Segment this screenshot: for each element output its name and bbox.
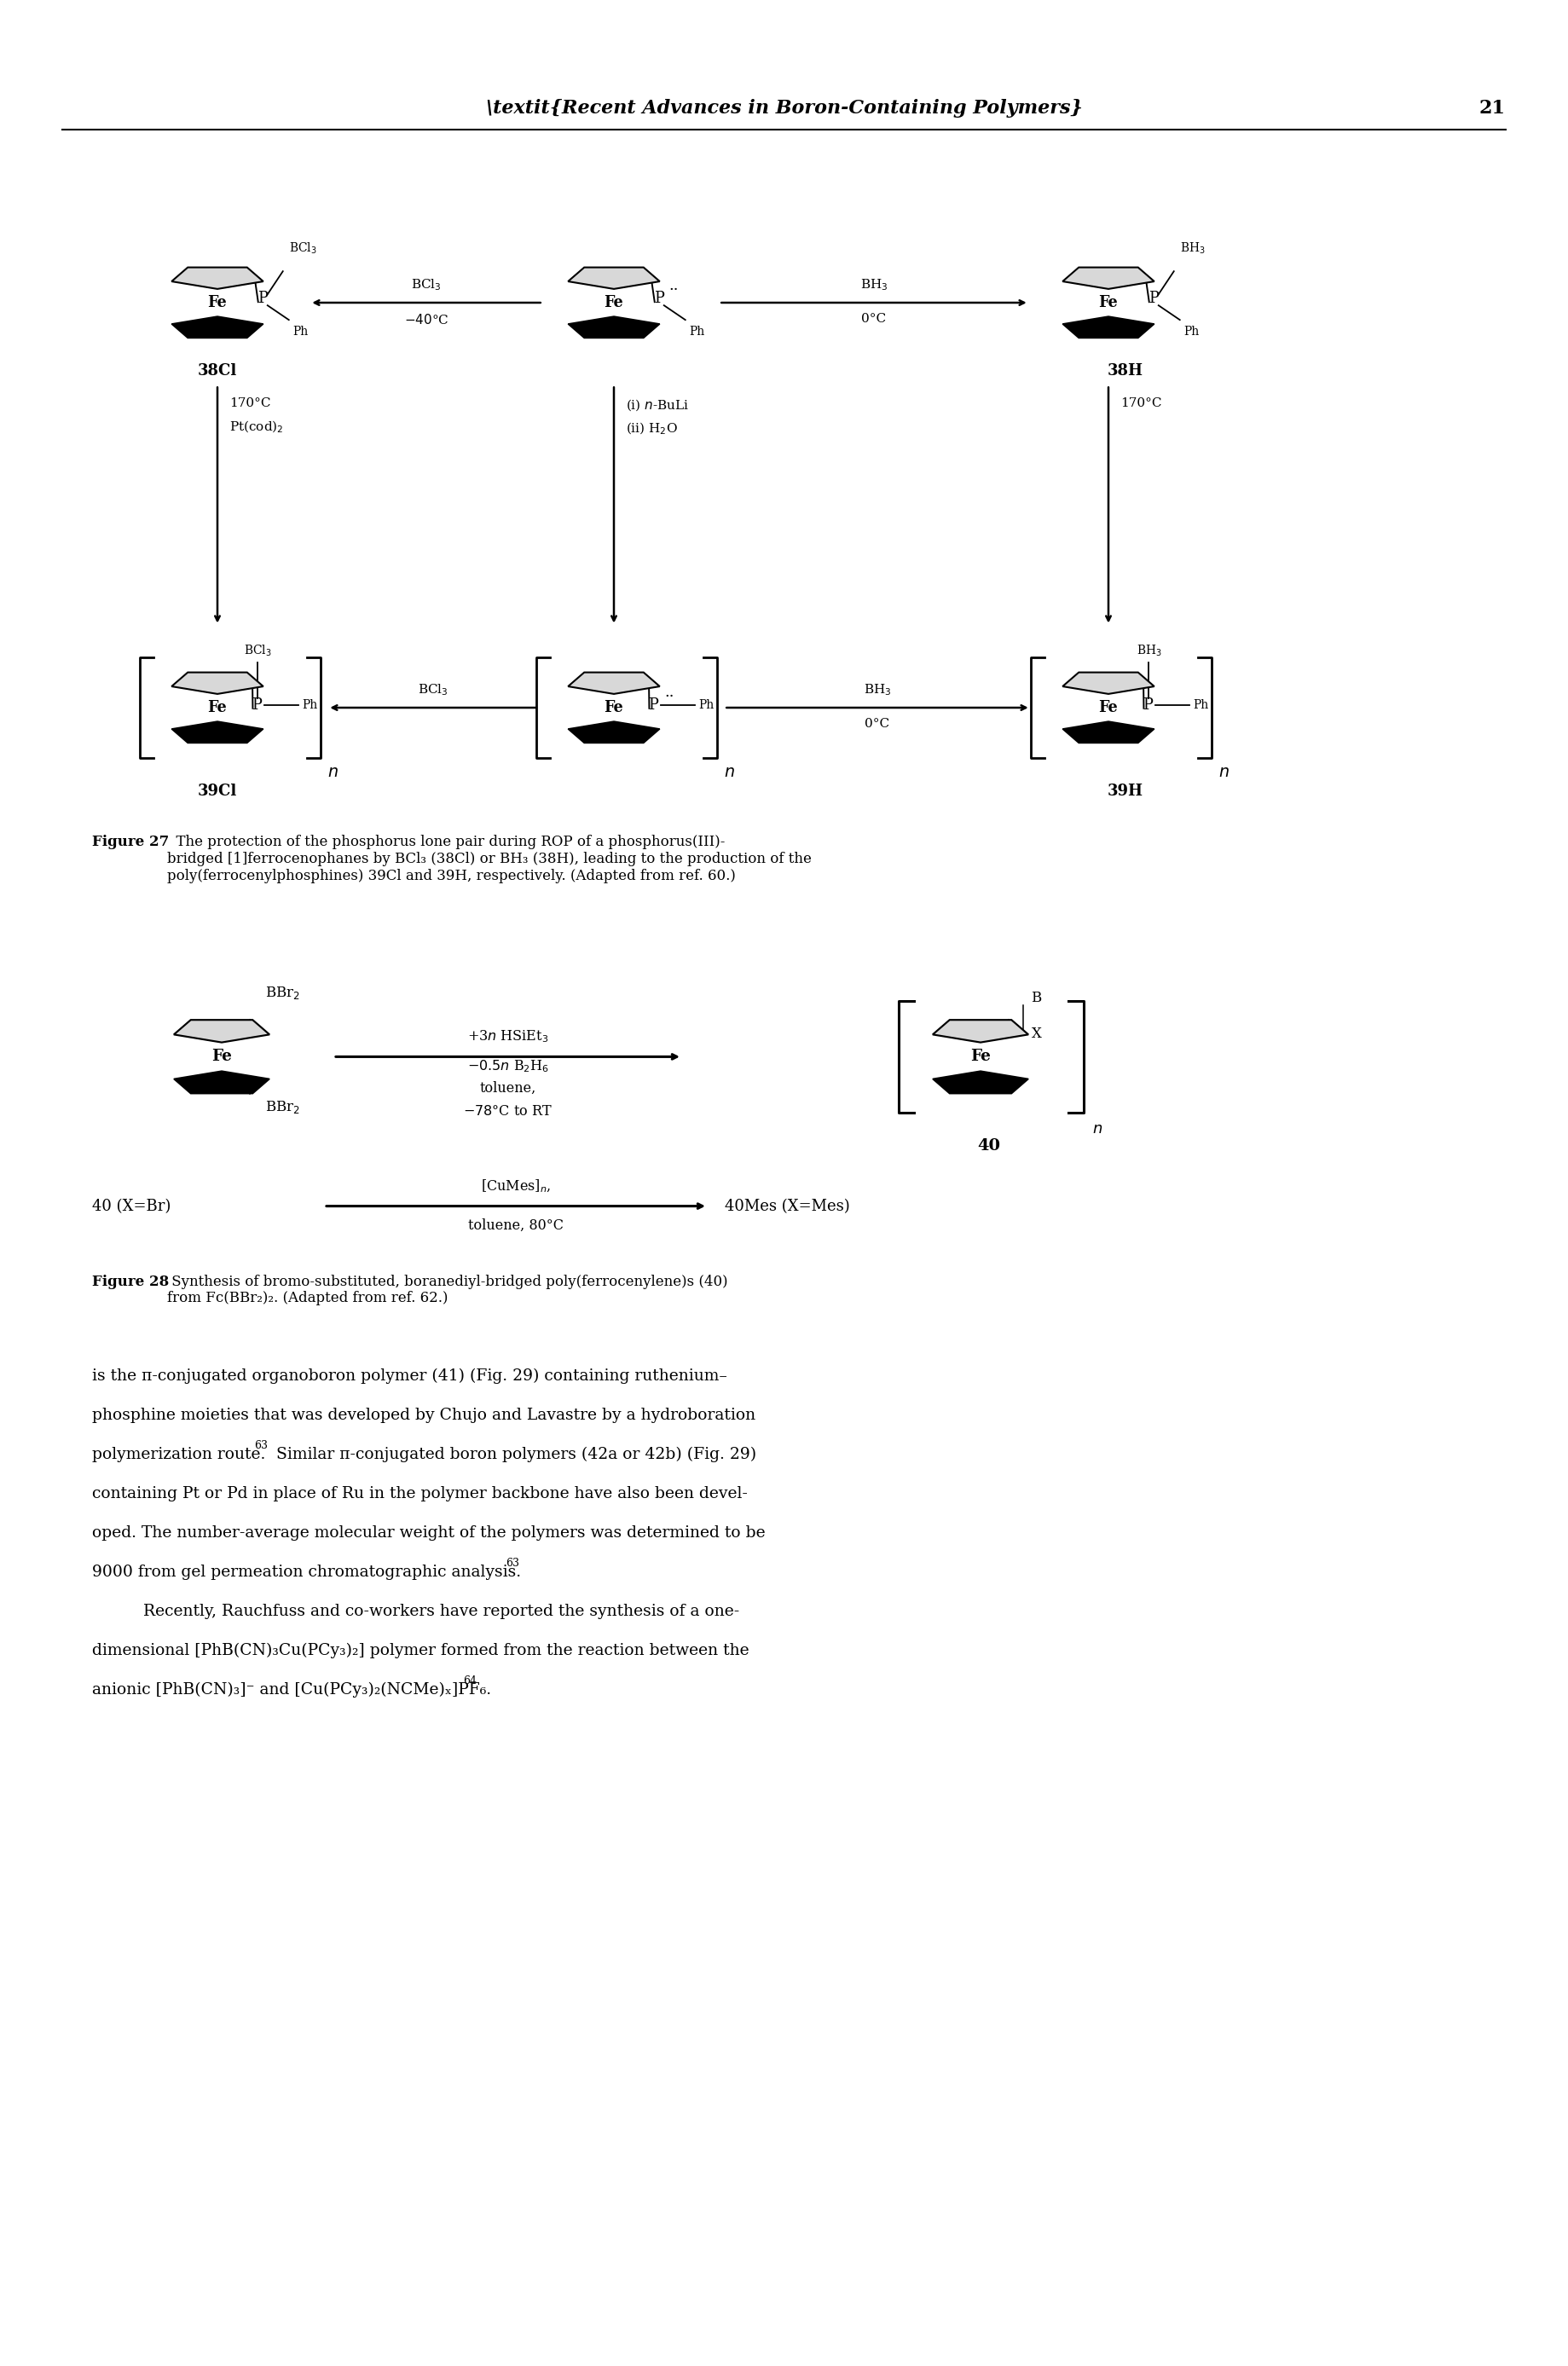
Polygon shape [568,317,660,338]
Text: (ii) H$_2$O: (ii) H$_2$O [626,421,677,435]
Text: +3$n$ HSiEt$_3$: +3$n$ HSiEt$_3$ [467,1029,549,1046]
Text: dimensional [PhB(CN)₃Cu(PCy₃)₂] polymer formed from the reaction between the: dimensional [PhB(CN)₃Cu(PCy₃)₂] polymer … [93,1642,750,1659]
Text: 38Cl: 38Cl [198,364,237,379]
Text: Fe: Fe [604,296,624,310]
Text: containing Pt or Pd in place of Ru in the polymer backbone have also been devel-: containing Pt or Pd in place of Ru in th… [93,1486,748,1500]
Text: 0°C: 0°C [866,717,889,729]
Text: $n$: $n$ [1218,764,1229,781]
Text: P: P [252,698,263,712]
Text: $n$: $n$ [328,764,339,781]
Text: BBr$_2$: BBr$_2$ [265,1100,299,1114]
Text: Fe: Fe [207,296,227,310]
Text: ··: ·· [668,282,679,298]
Text: Similar π-conjugated boron polymers (42a or 42b) (Fig. 29): Similar π-conjugated boron polymers (42a… [271,1446,756,1462]
Text: $-40$°C: $-40$°C [405,312,448,327]
Text: 40Mes (X=Mes): 40Mes (X=Mes) [724,1200,850,1214]
Text: 38H: 38H [1107,364,1143,379]
Text: $n$: $n$ [724,764,735,781]
Text: is the π-conjugated organoboron polymer (41) (Fig. 29) containing ruthenium–: is the π-conjugated organoboron polymer … [93,1368,728,1384]
Text: Figure 27: Figure 27 [93,835,169,849]
Text: 63: 63 [505,1557,519,1569]
Text: BH$_3$: BH$_3$ [1137,644,1162,658]
Text: P: P [259,291,268,305]
Text: BH$_3$: BH$_3$ [864,681,891,698]
Text: B: B [1032,991,1041,1006]
Text: Ph: Ph [1184,327,1200,338]
Text: Fe: Fe [1099,700,1118,715]
Text: [CuMes]$_n$,: [CuMes]$_n$, [481,1178,550,1195]
Text: $-0.5n$ B$_2$H$_6$: $-0.5n$ B$_2$H$_6$ [467,1058,549,1074]
Text: 39Cl: 39Cl [198,783,237,800]
Text: BH$_3$: BH$_3$ [861,277,887,293]
Polygon shape [171,267,263,289]
Text: 40 (X=Br): 40 (X=Br) [93,1200,171,1214]
Text: Figure 28: Figure 28 [93,1275,169,1289]
Polygon shape [1063,672,1154,693]
Polygon shape [171,672,263,693]
Polygon shape [933,1020,1029,1043]
Text: BCl$_3$: BCl$_3$ [289,241,317,256]
Text: toluene, 80°C: toluene, 80°C [469,1218,563,1233]
Text: 9000 from gel permeation chromatographic analysis.: 9000 from gel permeation chromatographic… [93,1564,521,1580]
Text: 0°C: 0°C [861,312,886,324]
Text: Pt(cod)$_2$: Pt(cod)$_2$ [229,419,284,435]
Text: ··: ·· [665,689,674,705]
Polygon shape [568,672,660,693]
Polygon shape [174,1020,270,1043]
Text: Synthesis of bromo-substituted, boranediyl-bridged poly(ferrocenylene)s (40)
fro: Synthesis of bromo-substituted, boranedi… [168,1275,728,1306]
Polygon shape [171,317,263,338]
Text: 39H: 39H [1107,783,1143,800]
Text: 63: 63 [254,1441,268,1450]
Polygon shape [171,722,263,743]
Text: toluene,: toluene, [480,1081,536,1095]
Polygon shape [1063,317,1154,338]
Text: Ph: Ph [293,327,309,338]
Text: Ph: Ph [699,698,715,710]
Text: Fe: Fe [1099,296,1118,310]
Text: P: P [1149,291,1159,305]
Text: P: P [1143,698,1154,712]
Text: 21: 21 [1479,99,1505,118]
Text: X: X [1032,1027,1041,1041]
Text: P: P [649,698,660,712]
Text: 64: 64 [463,1675,477,1687]
Text: Recently, Rauchfuss and co-workers have reported the synthesis of a one-: Recently, Rauchfuss and co-workers have … [143,1604,740,1618]
Polygon shape [568,267,660,289]
Text: \textit{Recent Advances in Boron-Containing Polymers}: \textit{Recent Advances in Boron-Contain… [486,99,1083,118]
Polygon shape [933,1072,1029,1093]
Text: The protection of the phosphorus lone pair during ROP of a phosphorus(III)-
brid: The protection of the phosphorus lone pa… [168,835,812,883]
Text: BCl$_3$: BCl$_3$ [245,644,271,658]
Polygon shape [568,722,660,743]
Text: oped. The number-average molecular weight of the polymers was determined to be: oped. The number-average molecular weigh… [93,1526,765,1540]
Text: Fe: Fe [212,1048,232,1065]
Polygon shape [1063,267,1154,289]
Polygon shape [174,1072,270,1093]
Text: BBr$_2$: BBr$_2$ [265,984,299,1001]
Text: (i) $n$-BuLi: (i) $n$-BuLi [626,397,688,412]
Text: 40: 40 [977,1138,1000,1152]
Text: Fe: Fe [604,700,624,715]
Text: Fe: Fe [207,700,227,715]
Text: P: P [655,291,665,305]
Text: BCl$_3$: BCl$_3$ [419,681,448,698]
Text: anionic [PhB(CN)₃]⁻ and [Cu(PCy₃)₂(NCMe)ₓ]PF₆.: anionic [PhB(CN)₃]⁻ and [Cu(PCy₃)₂(NCMe)… [93,1682,491,1696]
Text: phosphine moieties that was developed by Chujo and Lavastre by a hydroboration: phosphine moieties that was developed by… [93,1408,756,1422]
Text: 170°C: 170°C [229,397,271,409]
Text: 170°C: 170°C [1121,397,1162,409]
Polygon shape [1063,722,1154,743]
Text: Ph: Ph [690,327,706,338]
Text: $n$: $n$ [1093,1121,1102,1136]
Text: BH$_3$: BH$_3$ [1179,241,1206,256]
Text: polymerization route.: polymerization route. [93,1446,265,1462]
Text: $-78$°C to RT: $-78$°C to RT [463,1105,552,1119]
Text: Ph: Ph [1193,698,1209,710]
Text: Fe: Fe [971,1048,991,1065]
Text: Ph: Ph [303,698,318,710]
Text: BCl$_3$: BCl$_3$ [411,277,442,293]
